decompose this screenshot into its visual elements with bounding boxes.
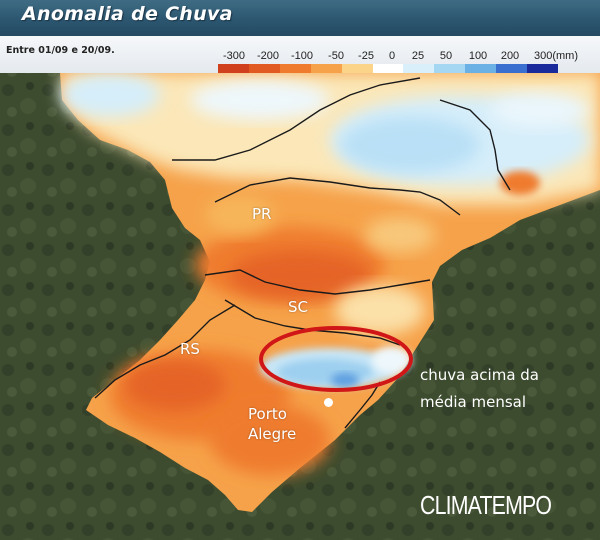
- city-label-porto-alegre: Porto Alegre: [248, 404, 296, 444]
- legend-label: 100: [468, 50, 488, 62]
- legend-color-scale: [218, 64, 558, 73]
- borders: [94, 77, 511, 429]
- legend-label: -100: [290, 50, 314, 62]
- legend-swatch: [279, 64, 311, 73]
- state-label-pr: PR: [252, 205, 272, 223]
- legend-swatch: [341, 64, 373, 73]
- annotation-line: média mensal: [420, 393, 527, 411]
- legend-label: -200: [256, 50, 280, 62]
- legend-swatch: [403, 64, 435, 73]
- legend-scale-labels: -300 -200 -100 -50 -25 0 25 50 100 200 3…: [216, 50, 600, 64]
- legend-label: -50: [328, 50, 344, 62]
- legend-swatch: [218, 64, 249, 73]
- legend-swatch: [310, 64, 342, 73]
- legend-label: 200: [500, 50, 520, 62]
- legend-swatch: [496, 64, 528, 73]
- city-label-line: Alegre: [248, 425, 297, 443]
- annotation-text: chuva acima da média mensal: [420, 362, 596, 416]
- title-banner: Anomalia de Chuva: [0, 0, 600, 36]
- legend-label: 0: [388, 50, 396, 62]
- state-label-sc: SC: [288, 298, 308, 316]
- highlight-ellipse: [259, 326, 413, 392]
- legend-label: 25: [411, 50, 425, 62]
- brand-logo: CLIMATEMPO: [420, 490, 552, 520]
- legend-swatch: [248, 64, 280, 73]
- city-label-line: Porto: [248, 405, 287, 423]
- map-title: Anomalia de Chuva: [22, 3, 233, 25]
- state-label-rs: RS: [180, 340, 200, 358]
- city-marker-icon: [324, 398, 333, 407]
- annotation-line: chuva acima da: [420, 366, 539, 384]
- legend-label: 50: [439, 50, 453, 62]
- anomaly-field: [60, 73, 600, 512]
- legend-swatch: [465, 64, 497, 73]
- legend-label: -300: [222, 50, 246, 62]
- legend-swatch: [372, 64, 404, 73]
- legend-swatch: [527, 64, 558, 73]
- period-label: Entre 01/09 e 20/09.: [6, 45, 115, 56]
- legend-label: 300(mm): [533, 50, 579, 62]
- legend-label: -25: [358, 50, 374, 62]
- legend-swatch: [434, 64, 466, 73]
